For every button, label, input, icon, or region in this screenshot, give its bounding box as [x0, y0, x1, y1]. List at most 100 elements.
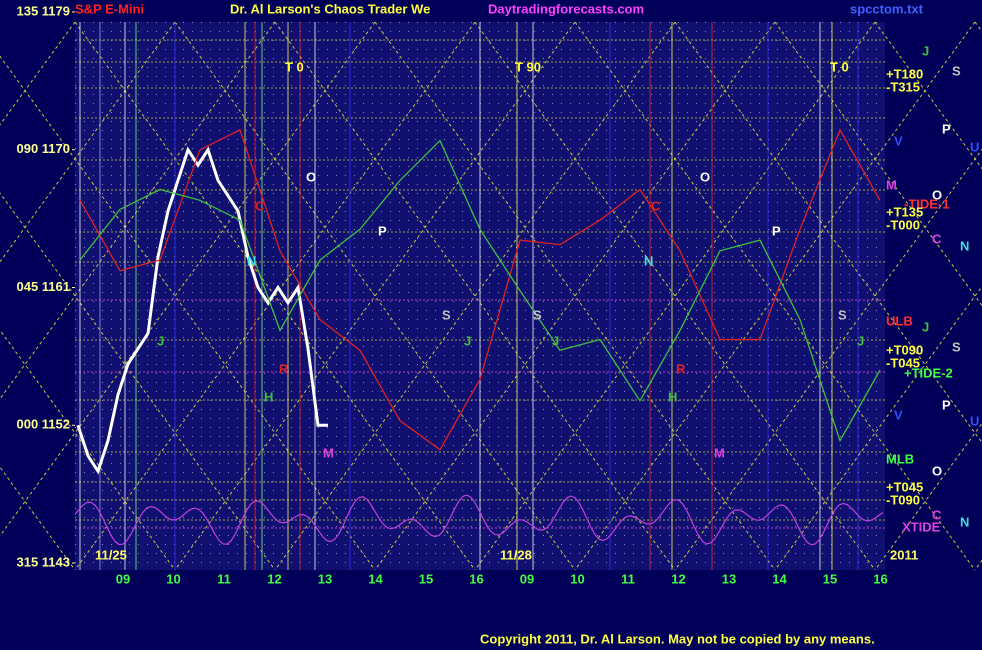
annotation: M [714, 445, 725, 460]
annotation: T 0 [830, 59, 849, 74]
x-tick-label: 13 [318, 571, 332, 586]
y-tick-label: 135 1179 [16, 3, 70, 18]
lattice-line [74, 21, 476, 571]
oscillator [74, 494, 884, 546]
x-tick-label: 16 [873, 571, 887, 586]
lattice-line [0, 466, 76, 571]
side-label: +T045 [886, 479, 923, 494]
side-label: V [894, 133, 903, 148]
lattice-line [374, 21, 776, 571]
y-tick-label: 090 1170 [16, 141, 70, 156]
side-label: -T315 [886, 79, 920, 94]
side-label: O [932, 463, 942, 478]
side-label: O [932, 187, 942, 202]
annotation: J [464, 333, 471, 348]
x-tick-label: 14 [368, 571, 383, 586]
side-label: N [960, 238, 969, 253]
side-label: J [922, 319, 929, 334]
side-label: S [952, 339, 961, 354]
lattice-line [474, 21, 876, 571]
lattice-line [0, 21, 376, 537]
annotation: S [442, 307, 451, 322]
side-label: +T090 [886, 342, 923, 357]
annotation: P [772, 223, 781, 238]
annotation: R [676, 361, 686, 376]
annotation: S [533, 307, 542, 322]
annotation: N [644, 253, 653, 268]
side-label: P [942, 121, 951, 136]
side-label: U [970, 413, 979, 428]
x-tick-label: 10 [166, 571, 180, 586]
side-label: MLB [886, 451, 914, 466]
site: Daytradingforecasts.com [488, 1, 644, 16]
side-label: +TIDE-2 [904, 365, 953, 380]
lattice-line [274, 21, 676, 571]
annotation: H [668, 389, 677, 404]
side-label: ULB [886, 313, 913, 328]
annotation: C [651, 198, 661, 213]
side-label: N [960, 514, 969, 529]
side-label: U [970, 139, 979, 154]
date-label: 11/28 [500, 547, 532, 562]
annotation: O [306, 169, 316, 184]
annotation: H [264, 389, 273, 404]
annotation: N [247, 253, 256, 268]
lattice-line [774, 285, 982, 571]
instrument: S&P E-Mini [75, 1, 144, 16]
date-label: 11/25 [95, 547, 127, 562]
x-tick-label: 13 [722, 571, 736, 586]
side-label: S [952, 63, 961, 78]
side-label: C [932, 231, 942, 246]
y-tick-label: 000 1152 [16, 417, 70, 432]
title: Dr. Al Larson's Chaos Trader We [230, 1, 430, 16]
lattice-line [874, 422, 982, 571]
side-label: -T090 [886, 492, 920, 507]
lattice-line [74, 21, 476, 571]
lattice-line [974, 21, 982, 33]
side-label: M [886, 177, 897, 192]
annotation: T 0 [285, 59, 304, 74]
x-tick-label: 12 [267, 571, 281, 586]
x-tick-label: 14 [772, 571, 787, 586]
lattice-line [0, 192, 276, 571]
annotation: S [838, 307, 847, 322]
series-line [76, 146, 328, 475]
x-tick-label: 12 [671, 571, 685, 586]
side-label: +T180 [886, 66, 923, 81]
lattice-line [274, 21, 676, 571]
lattice-line [174, 21, 576, 571]
side-label: XTIDE [902, 519, 941, 534]
x-tick-label: 16 [469, 571, 483, 586]
y-tick-label: 045 1161 [16, 279, 70, 294]
lattice-line [374, 21, 776, 571]
side-label: -T045 [886, 355, 920, 370]
y-tick-label: 315 1143 [16, 554, 70, 569]
lattice-line [0, 55, 376, 571]
annotation: J [157, 333, 164, 348]
date-label: 2011 [890, 547, 918, 562]
side-label: P [942, 397, 951, 412]
side-label: V [894, 407, 903, 422]
side-label: -T000 [886, 217, 920, 232]
x-tick-label: 10 [570, 571, 584, 586]
x-tick-label: 15 [419, 571, 433, 586]
annotation: P [378, 223, 387, 238]
side-label: -TIDE-1 [904, 196, 950, 211]
side-label: C [932, 507, 942, 522]
x-tick-label: 11 [621, 571, 635, 586]
annotation: M [323, 445, 334, 460]
x-tick-label: 11 [217, 571, 231, 586]
annotation: C [255, 198, 265, 213]
annotation: J [552, 333, 559, 348]
x-tick-label: 09 [520, 571, 534, 586]
lattice-line [0, 329, 176, 571]
lattice-line [574, 21, 976, 571]
lattice-line [574, 21, 976, 571]
lattice-line [674, 148, 982, 571]
copyright: Copyright 2011, Dr. Al Larson. May not b… [480, 631, 875, 646]
annotation: T 90 [515, 59, 541, 74]
file: spcctom.txt [850, 1, 924, 16]
annotation: O [700, 169, 710, 184]
annotation: R [279, 361, 289, 376]
